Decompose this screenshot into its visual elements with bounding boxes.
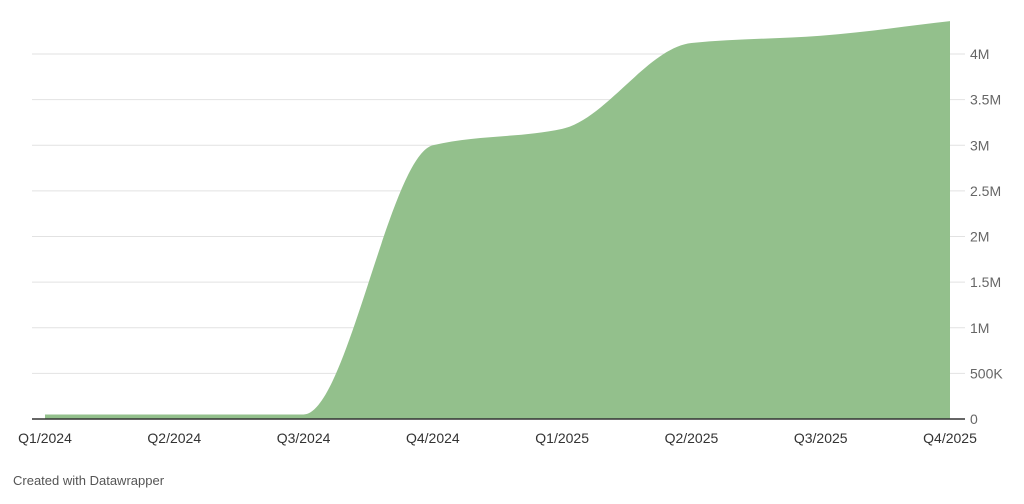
area-fill xyxy=(45,21,950,420)
area-chart: 0 500K 1M 1.5M 2M 2.5M 3M 3.5M 4M Q1/2024 Q2/2024… xyxy=(18,21,1003,446)
x-tick-label: Q4/2025 xyxy=(923,430,977,446)
y-tick-label: 2M xyxy=(970,229,989,245)
x-tick-label: Q1/2025 xyxy=(535,430,589,446)
y-axis-labels: 0 500K 1M 1.5M 2M 2.5M 3M 3.5M 4M xyxy=(970,46,1003,427)
y-tick-label: 4M xyxy=(970,46,989,62)
y-tick-label: 3M xyxy=(970,137,989,153)
x-axis-labels: Q1/2024 Q2/2024 Q3/2024 Q4/2024 Q1/2025 Q2/20… xyxy=(18,430,977,446)
area-series xyxy=(32,21,965,420)
x-tick-label: Q3/2024 xyxy=(277,430,331,446)
x-tick-label: Q2/2025 xyxy=(665,430,719,446)
x-tick-label: Q3/2025 xyxy=(794,430,848,446)
x-tick-label: Q4/2024 xyxy=(406,430,460,446)
y-tick-label: 3.5M xyxy=(970,92,1001,108)
x-tick-label: Q2/2024 xyxy=(147,430,201,446)
y-tick-label: 500K xyxy=(970,365,1003,381)
x-tick-label: Q1/2024 xyxy=(18,430,72,446)
y-tick-label: 1M xyxy=(970,320,989,336)
y-tick-label: 0 xyxy=(970,411,978,427)
y-tick-label: 2.5M xyxy=(970,183,1001,199)
y-tick-label: 1.5M xyxy=(970,274,1001,290)
credit-footer: Created with Datawrapper xyxy=(13,473,165,488)
